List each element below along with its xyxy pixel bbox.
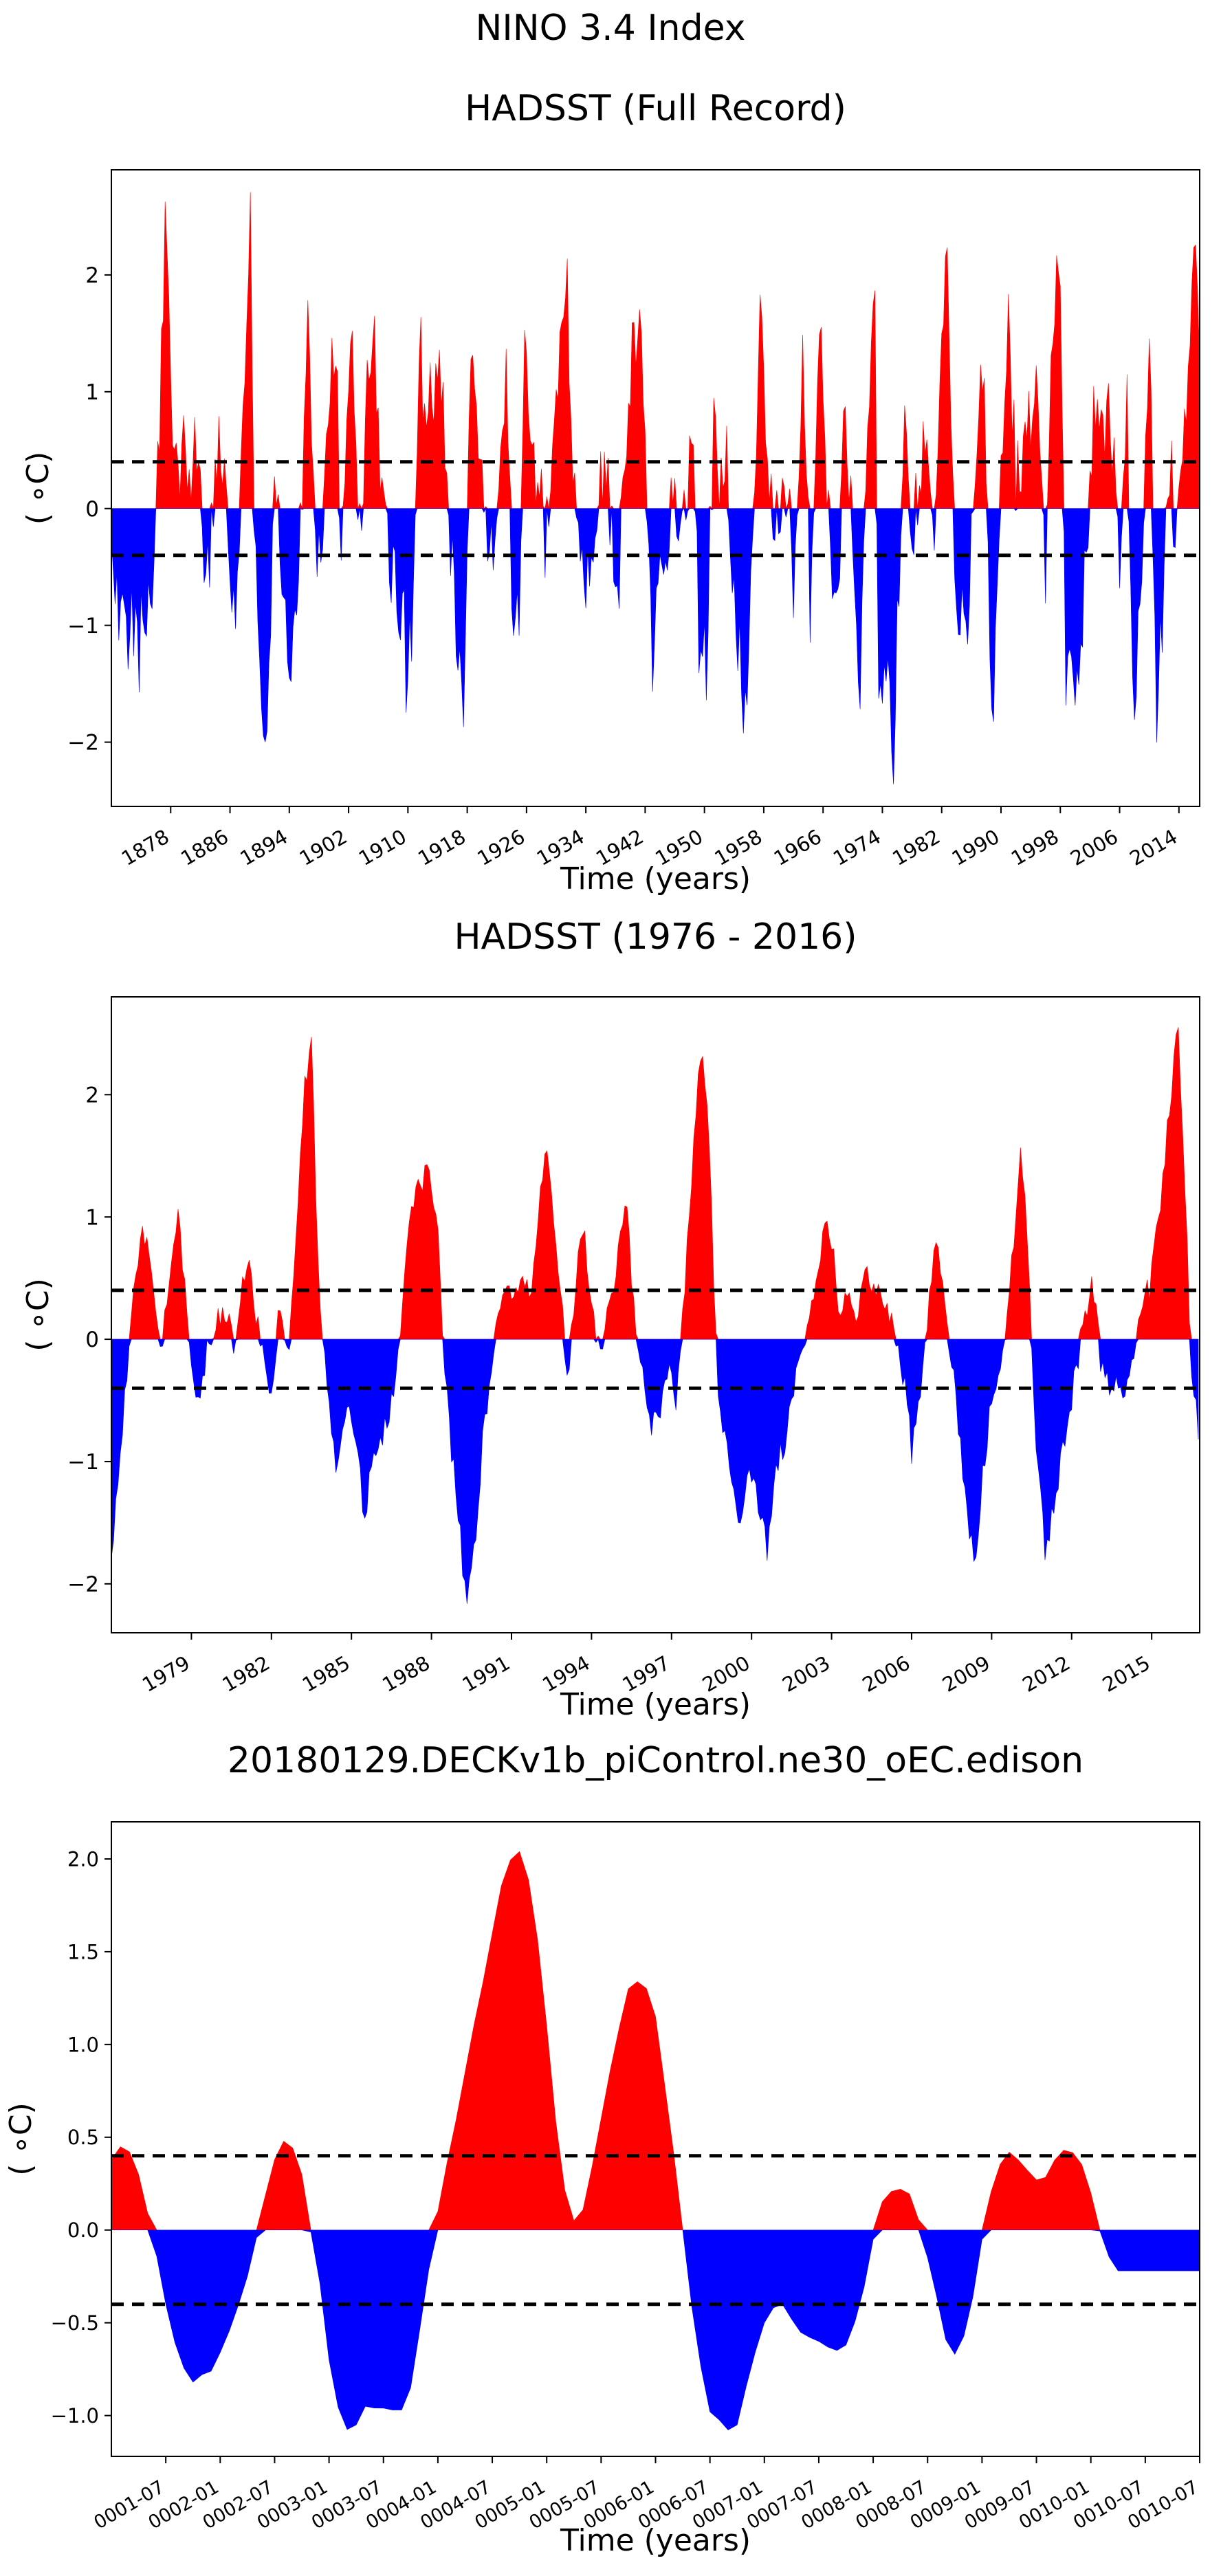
y-tick-label: 0 [85,1328,99,1352]
x-tick-label: 1886 [177,825,232,870]
x-tick-label: 2006 [1066,825,1122,870]
x-tick-label: 1878 [118,825,173,870]
y-tick-label: 1 [85,1205,99,1230]
panel-picontrol: 20180129.DECKv1b_piControl.ne30_oEC.edis… [3,1740,1202,2558]
x-tick-label: 1902 [296,825,351,870]
chart-title: HADSST (Full Record) [465,88,846,129]
y-axis-label: ( ∘C) [3,2102,38,2176]
positive-anomaly-area [111,1851,1200,2231]
plot-area [111,1027,1200,1604]
y-tick-label: 0 [85,497,99,522]
plot-area [111,192,1200,784]
y-tick-label: 1.0 [67,2033,99,2056]
x-tick-label: 1998 [1007,825,1063,870]
negative-anomaly-area [111,1339,1199,1604]
y-tick-label: 1 [85,380,99,405]
y-tick-label: −0.5 [51,2311,99,2335]
chart-title: 20180129.DECKv1b_piControl.ne30_oEC.edis… [228,1740,1084,1781]
y-tick-label: −2 [67,1572,99,1597]
y-tick-label: −1.0 [51,2404,99,2428]
x-tick-label: 1979 [138,1651,194,1697]
plot-area [111,1851,1200,2430]
x-tick-label: 1926 [473,825,529,870]
panel-1976-2016: HADSST (1976 - 2016) −2 −1 0 1 2 1979 1982 1985 1… [21,916,1200,1722]
chart-title: HADSST (1976 - 2016) [454,916,857,958]
x-tick-label: 1910 [355,825,410,870]
x-tick-label: 1894 [236,825,292,870]
y-axis-label: ( ∘C) [21,1278,56,1352]
x-tick-label: 2009 [938,1651,994,1697]
y-axis-label: ( ∘C) [21,452,56,525]
axes-frame [111,996,1200,1633]
y-tick-label: 2 [85,1083,99,1108]
y-tick-label: −1 [67,614,99,639]
x-axis-label: Time (years) [560,861,751,896]
y-tick-label: −1 [67,1450,99,1475]
x-tick-label: 1918 [414,825,470,870]
figure-suptitle: NINO 3.4 Index [476,8,746,49]
x-tick-label: 1990 [948,825,1004,870]
y-tick-label: 0.5 [67,2126,99,2149]
x-tick-label: 2003 [778,1651,834,1697]
x-tick-label: 1991 [459,1651,514,1697]
y-tick-label: 0.0 [67,2219,99,2242]
y-tick-label: 2.0 [67,1847,99,1871]
x-tick-label: 1966 [770,825,826,870]
y-tick-label: −2 [67,731,99,756]
x-tick-label: 1988 [378,1651,434,1697]
x-tick-label: 1974 [829,825,885,870]
negative-anomaly-area [111,2230,1200,2430]
y-tick-label: 1.5 [67,1940,99,1963]
positive-anomaly-area [111,1027,1199,1340]
x-tick-label: 1982 [218,1651,274,1697]
x-axis-label: Time (years) [560,2523,751,2558]
negative-anomaly-area [111,508,1200,784]
x-tick-label: 2014 [1125,825,1181,870]
y-tick-label: 2 [85,263,99,288]
x-tick-label: 2012 [1018,1651,1074,1697]
x-tick-label: 2015 [1099,1651,1154,1697]
x-tick-label: 2006 [859,1651,914,1697]
x-tick-label: 1985 [298,1651,354,1697]
x-axis-label: Time (years) [560,1687,751,1722]
x-tick-label: 1982 [888,825,944,870]
axes-frame [111,169,1200,807]
